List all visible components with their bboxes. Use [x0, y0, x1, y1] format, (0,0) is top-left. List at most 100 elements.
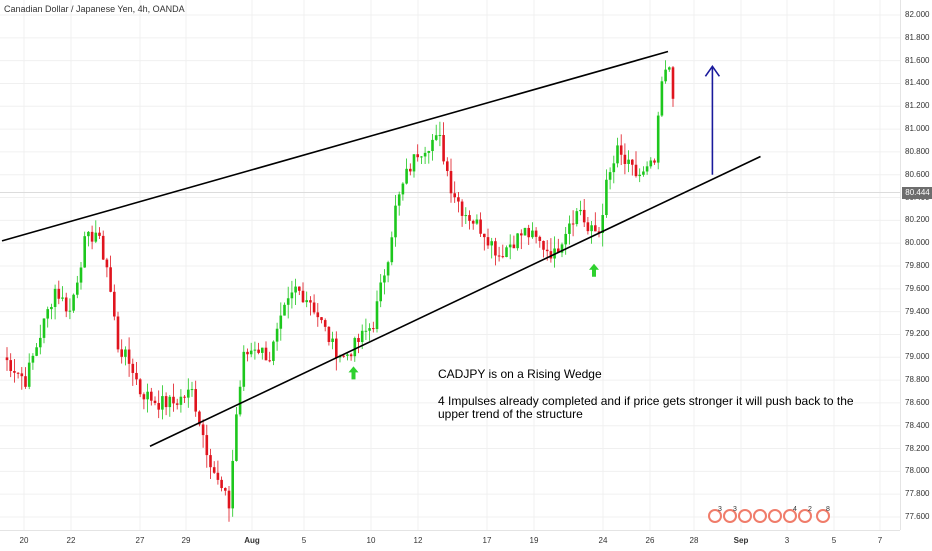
candle-body	[520, 233, 523, 236]
candle-body	[460, 201, 464, 216]
candle-body	[471, 220, 475, 224]
annotation-line-1: CADJPY is on a Rising Wedge	[438, 367, 602, 381]
event-badge-count: 4	[793, 506, 797, 513]
time-tick-label: 24	[598, 536, 608, 545]
candle-body	[401, 183, 405, 195]
candle-body	[590, 225, 593, 232]
symbol-title: Canadian Dollar / Japanese Yen, 4h, OAND…	[4, 4, 185, 14]
candle-body	[568, 223, 571, 234]
chart-plot-area[interactable]: Canadian Dollar / Japanese Yen, 4h, OAND…	[0, 0, 900, 530]
candle-body	[660, 81, 664, 116]
candle-body	[286, 298, 290, 305]
event-badge-icon[interactable]	[798, 509, 812, 523]
candle-body	[501, 256, 505, 258]
candle-body	[172, 396, 175, 404]
candle-body	[157, 403, 160, 410]
chart-grid	[0, 0, 900, 530]
event-badge-icon[interactable]	[738, 509, 752, 523]
candle-body	[494, 241, 497, 256]
candles	[5, 60, 675, 522]
candle-body	[357, 338, 360, 342]
candle-body	[638, 174, 641, 177]
candle-body	[235, 414, 238, 461]
candle-body	[76, 282, 79, 295]
candle-body	[497, 255, 501, 257]
candle-body	[623, 154, 627, 164]
price-tick-label: 81.200	[905, 101, 930, 111]
price-tick-label: 78.000	[905, 466, 930, 476]
candle-body	[87, 231, 90, 237]
candle-body	[416, 154, 419, 158]
event-badge-icon[interactable]	[708, 509, 722, 523]
candle-body	[594, 225, 597, 232]
candle-body	[39, 337, 42, 348]
candle-body	[105, 259, 109, 268]
candle-body	[138, 379, 142, 395]
candle-body	[368, 328, 371, 331]
price-tick-label: 78.600	[905, 397, 930, 407]
candle-body	[379, 282, 382, 302]
price-tick-label: 81.400	[905, 78, 930, 88]
candle-body	[101, 235, 105, 260]
price-tick-label: 79.600	[905, 283, 930, 293]
candle-body	[327, 326, 331, 342]
event-badge-icon[interactable]	[768, 509, 782, 523]
markers	[348, 64, 721, 380]
time-axis[interactable]: 20 22 27 29 Aug 5 10 12 17 19 24 26 28 Sep 3 5 7	[0, 530, 900, 551]
price-tick-label: 78.200	[905, 443, 930, 453]
price-tick-label: 77.600	[905, 512, 930, 521]
price-tick-label: 78.800	[905, 375, 930, 385]
price-tick-label: 80.600	[905, 169, 930, 179]
candle-body	[619, 145, 623, 155]
price-tick-label: 82.000	[905, 10, 930, 19]
candle-body	[242, 351, 246, 387]
candle-body	[20, 373, 24, 377]
time-tick-label: 5	[831, 536, 837, 545]
candle-body	[360, 330, 364, 342]
time-tick-label: 3	[784, 536, 790, 545]
event-badge-icon[interactable]	[816, 509, 830, 523]
candle-body	[346, 354, 349, 356]
candle-body	[13, 371, 16, 373]
event-badges[interactable]: 3 3 4 2 8	[704, 506, 834, 529]
candle-body	[124, 349, 127, 357]
candle-body	[582, 209, 586, 223]
candle-body	[579, 209, 582, 212]
time-tick-label: 12	[413, 536, 423, 545]
event-badge-icon[interactable]	[753, 509, 767, 523]
candle-body	[283, 304, 286, 316]
candle-body	[261, 347, 264, 353]
price-tick-label: 81.600	[905, 55, 930, 65]
candle-body	[216, 472, 220, 480]
price-axis[interactable]: 82.000 81.800 81.600 81.400 81.200 81.000 80.8…	[900, 0, 932, 530]
annotation-line-2: 4 Impulses already completed and if pric…	[438, 394, 854, 421]
candle-body	[190, 389, 194, 391]
candle-body	[220, 479, 223, 489]
time-tick-label: 29	[181, 536, 191, 545]
time-tick-label: 22	[66, 536, 76, 545]
candle-body	[405, 168, 408, 184]
event-badge-icon[interactable]	[783, 509, 797, 523]
candlestick-chart[interactable]	[0, 0, 900, 530]
candle-body	[16, 372, 20, 374]
event-badge-icon[interactable]	[723, 509, 737, 523]
price-tick-label: 78.400	[905, 420, 930, 430]
candle-body	[664, 69, 667, 82]
candle-body	[323, 320, 327, 327]
candle-body	[109, 267, 112, 292]
candle-body	[601, 215, 604, 234]
candle-body	[35, 347, 38, 356]
candle-body	[446, 161, 449, 172]
candle-body	[309, 300, 312, 303]
candle-body	[375, 301, 379, 330]
candle-body	[642, 171, 645, 175]
time-tick-label: 7	[877, 536, 883, 545]
candle-body	[349, 354, 353, 357]
candle-body	[656, 115, 660, 163]
candle-body	[342, 355, 345, 357]
candle-body	[164, 396, 168, 408]
price-tick-label: 77.800	[905, 489, 930, 499]
candle-body	[483, 233, 486, 238]
candle-body	[131, 363, 135, 373]
candle-body	[161, 396, 164, 410]
